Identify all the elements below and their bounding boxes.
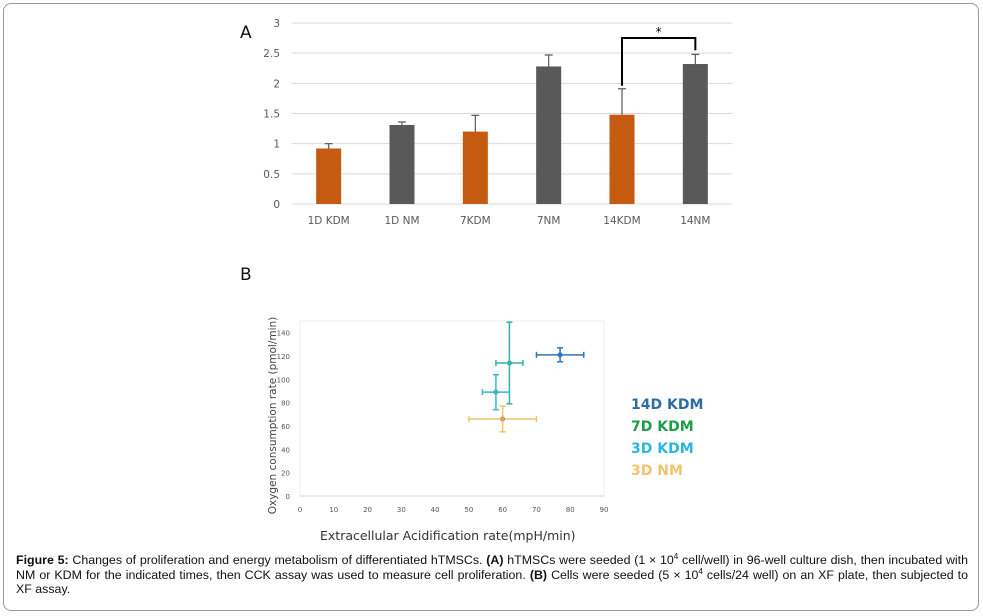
- x-tick-label: 50: [464, 506, 473, 514]
- bar: [316, 148, 342, 204]
- y-tick-label: 0: [286, 493, 290, 501]
- x-tick-label: 40: [431, 506, 440, 514]
- figure-caption: Figure 5: Changes of proliferation and e…: [16, 551, 969, 597]
- x-tick-label: 10: [329, 506, 338, 514]
- significance-bracket: [621, 37, 697, 86]
- scatter-point: [493, 389, 499, 395]
- x-tick-label: 20: [363, 506, 372, 514]
- legend-item-14d-kdm: 14D KDM: [631, 397, 704, 413]
- caption-b-text-2: cells/24 well) on an XF plate, then subj…: [16, 567, 968, 597]
- scatter-point-group: [468, 405, 538, 433]
- caption-b-text-1: Cells were seeded (5 × 10: [547, 567, 699, 582]
- caption-intro: Changes of proliferation and energy meta…: [68, 553, 487, 567]
- caption-a-text-2: cell/well) in 96-well culture dish, then…: [16, 553, 969, 582]
- x-tick-label: 60: [498, 506, 507, 514]
- caption-title: Figure 5:: [16, 553, 69, 567]
- bar: [536, 66, 562, 204]
- bar: [389, 124, 415, 204]
- scatter-point-group: [535, 347, 585, 363]
- y-tick-label: 3: [273, 18, 280, 30]
- legend-item-3d-kdm: 3D KDM: [631, 441, 694, 457]
- x-tick-label: 1D KDM: [308, 215, 350, 227]
- x-tick-label: 14NM: [680, 215, 710, 227]
- x-tick-label: 30: [397, 506, 406, 514]
- y-tick-label: 0: [273, 199, 280, 211]
- caption-a-tag: (A): [486, 553, 504, 567]
- x-tick-label: 0: [298, 506, 302, 514]
- scatter-legend: 14D KDM 7D KDM 3D KDM 3D NM: [631, 394, 703, 482]
- legend-item-3d-nm: 3D NM: [631, 463, 683, 479]
- scatter-point: [500, 416, 506, 422]
- x-tick-label: 7NM: [537, 215, 561, 227]
- x-tick-label: 14KDM: [603, 215, 640, 227]
- caption-b-tag: (B): [529, 567, 548, 582]
- y-tick-label: 60: [281, 423, 290, 431]
- x-tick-label: 70: [532, 506, 541, 514]
- y-tick-label: 20: [281, 470, 290, 478]
- y-tick-label: 40: [281, 446, 290, 454]
- bar-chart-proliferation: 0 0.5 1 1.5 2 2.5 3 1D KDM 1D NM 7KDM 7NM 14KDM 14NM…: [263, 18, 732, 227]
- caption-b-sup: 4: [698, 566, 703, 576]
- figure-frame: [3, 3, 979, 611]
- y-tick-label: 100: [277, 376, 290, 384]
- scatter-chart-metabolism: 0 20 40 60 80 100 120 140 0 10 20 30 40 50 60 70 80 90 Oxy…: [267, 317, 609, 515]
- y-tick-label: 1: [273, 139, 280, 151]
- y-tick-label: 2: [273, 78, 280, 90]
- y-tick-label: 120: [277, 353, 290, 361]
- panel-a-label: A: [240, 23, 252, 43]
- x-tick-label: 1D NM: [384, 215, 419, 227]
- y-tick-label: 1.5: [263, 109, 280, 121]
- legend-item-7d-kdm: 7D KDM: [631, 419, 694, 435]
- bar: [682, 64, 708, 204]
- scatter-point-group: [481, 373, 511, 411]
- y-axis-label: Oxygen consumption rate (pmol/min): [267, 317, 279, 515]
- x-tick-label: 90: [600, 506, 609, 514]
- x-tick-label: 7KDM: [460, 215, 491, 227]
- significance-label: *: [656, 25, 662, 39]
- y-tick-label: 140: [277, 330, 290, 338]
- bar: [462, 131, 488, 204]
- y-tick-label: 80: [281, 400, 290, 408]
- scatter-point: [506, 360, 512, 366]
- caption-a-sup: 4: [673, 551, 679, 561]
- caption-a-text-1: hTMSCs were seeded (1 × 10: [503, 553, 674, 567]
- x-tick-label: 80: [566, 506, 575, 514]
- scatter-point: [557, 352, 563, 358]
- scatter-x-axis-label: Extracellular Acidification rate(mpH/min…: [320, 528, 576, 543]
- y-tick-label: 0.5: [263, 169, 280, 181]
- y-tick-label: 2.5: [263, 48, 280, 60]
- panel-b-label: B: [240, 265, 252, 285]
- bar: [609, 114, 635, 204]
